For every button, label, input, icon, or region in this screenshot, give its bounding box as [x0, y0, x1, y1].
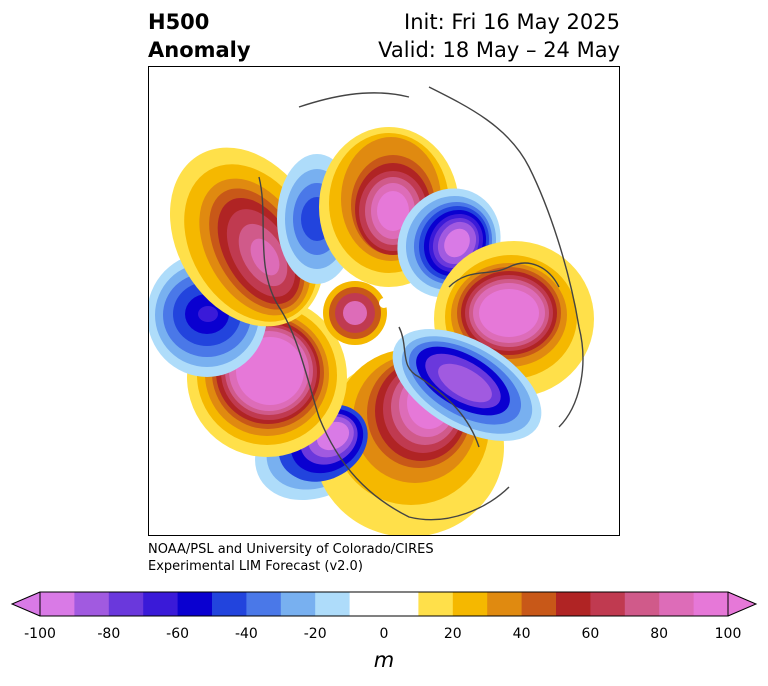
colorbar-cell [418, 592, 454, 616]
valid-range: Valid: 18 May – 24 May [378, 38, 620, 62]
colorbar-cell [556, 592, 591, 616]
credit-line-2: Experimental LIM Forecast (v2.0) [148, 559, 363, 574]
colorbar-cell [487, 592, 523, 616]
colorbar-cell [659, 592, 695, 616]
colorbar-cell [40, 592, 75, 616]
title-left: H500 Anomaly [148, 8, 251, 64]
colorbar-frame [39, 591, 729, 617]
colorbar-tick-label: 0 [379, 626, 389, 642]
init-date: Init: Fri 16 May 2025 [404, 10, 620, 34]
colorbar-tick-label: -20 [303, 626, 327, 642]
colorbar-tick-label: 40 [512, 626, 531, 642]
colorbar-tick-label: -60 [166, 626, 190, 642]
colorbar-cells [40, 592, 729, 616]
colorbar-frame-right [727, 591, 758, 617]
colorbar-tick-label: 100 [714, 626, 742, 642]
colorbar-cell [108, 592, 144, 616]
positive-anomaly-europe [434, 241, 594, 397]
colorbar-cell [452, 592, 488, 616]
colorbar-cell [624, 592, 660, 616]
colorbar-extend-high [728, 592, 756, 616]
colorbar-tick-label: 20 [443, 626, 462, 642]
pole-marker [379, 298, 389, 308]
map-panel [148, 66, 620, 536]
title-right: Init: Fri 16 May 2025 Valid: 18 May – 24… [378, 8, 620, 64]
negative-anomaly-western-pacific [149, 253, 267, 377]
anomaly-map [149, 86, 594, 535]
colorbar-frame-left [10, 591, 41, 617]
colorbar-cell [384, 592, 419, 616]
colorbar-tick-label: 60 [581, 626, 600, 642]
colorbar-tick-label: 80 [650, 626, 669, 642]
colorbar-tick-label: -100 [24, 626, 56, 642]
colorbar-tick-label: -80 [97, 626, 121, 642]
colorbar-tick-label: -40 [234, 626, 258, 642]
colorbar-units: m [373, 648, 395, 672]
coastlines [258, 86, 584, 521]
credit-text: NOAA/PSL and University of Colorado/CIRE… [148, 541, 434, 575]
positive-anomaly-arctic [323, 281, 387, 345]
colorbar-cell [521, 592, 557, 616]
colorbar-cell [143, 592, 179, 616]
title-variable: H500 [148, 10, 210, 34]
colorbar [10, 591, 758, 617]
colorbar-cell [349, 592, 385, 616]
title-field: Anomaly [148, 38, 251, 62]
credit-line-1: NOAA/PSL and University of Colorado/CIRE… [148, 542, 434, 557]
colorbar-cell [74, 592, 110, 616]
colorbar-cell [693, 592, 729, 616]
colorbar-cell [315, 592, 351, 616]
negative-anomaly-north-atlantic [392, 329, 542, 441]
colorbar-extend-low [12, 592, 40, 616]
colorbar-cell [177, 592, 213, 616]
colorbar-cell [246, 592, 282, 616]
colorbar-cell [212, 592, 247, 616]
colorbar-cell [280, 592, 316, 616]
colorbar-cell [590, 592, 626, 616]
